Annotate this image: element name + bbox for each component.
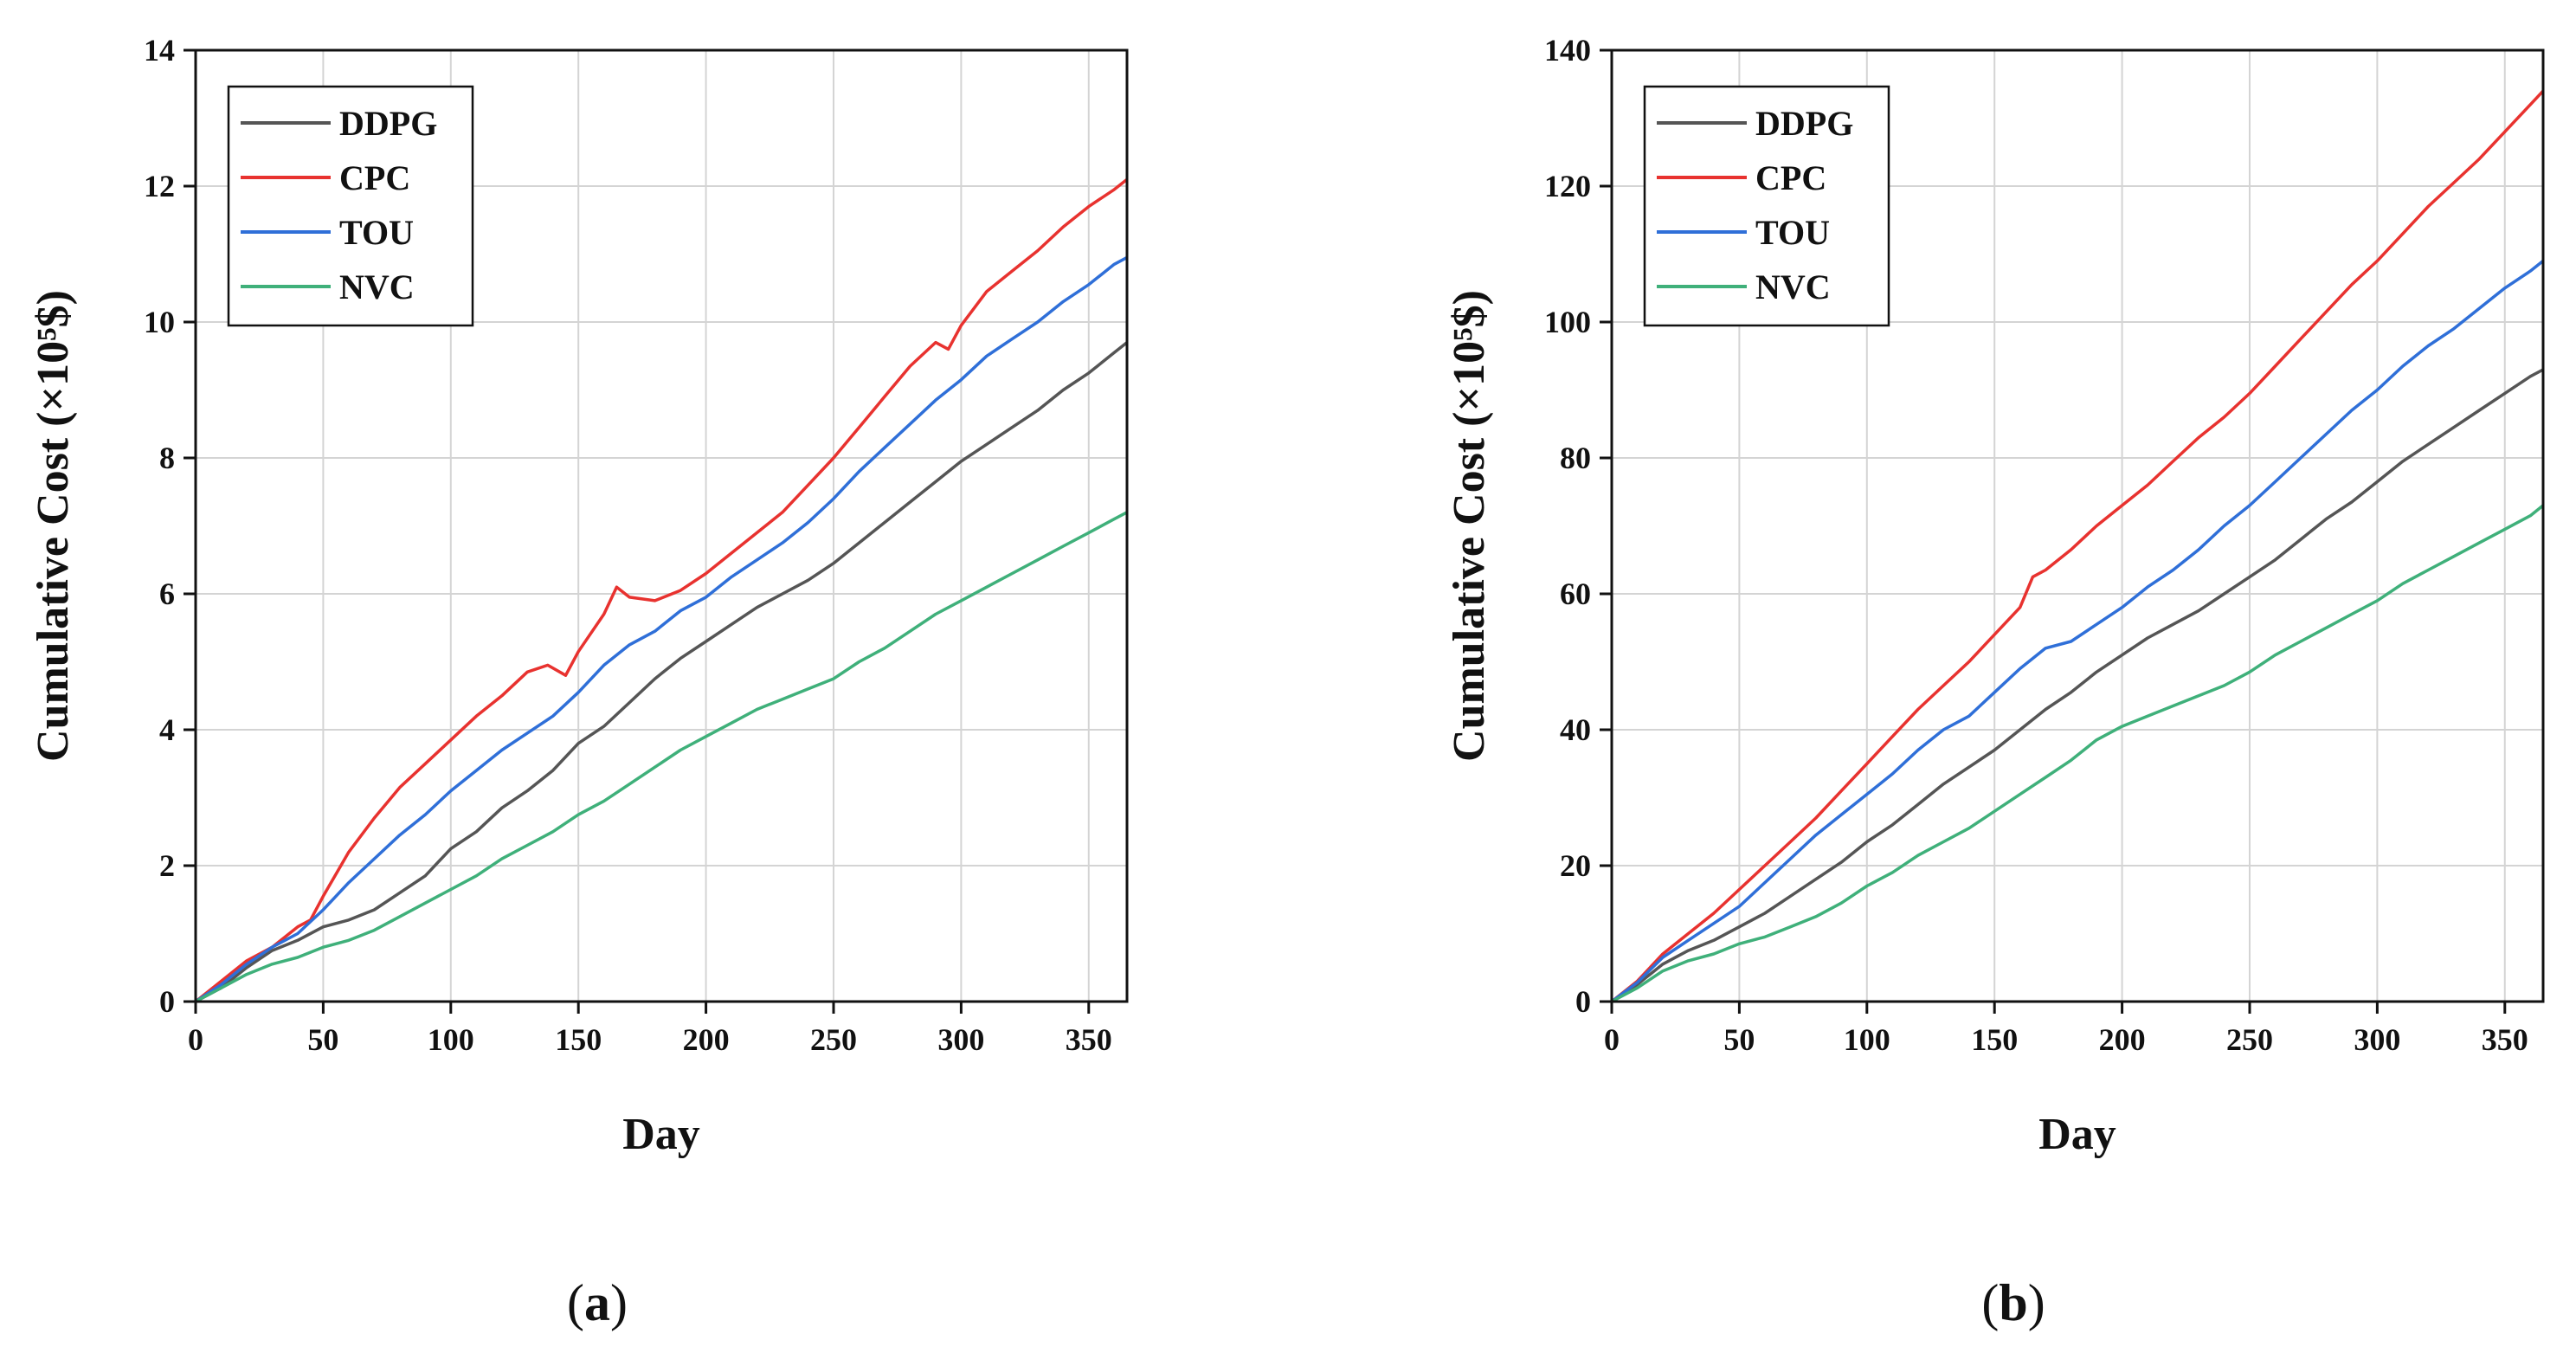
x-tick-label: 150	[555, 1022, 602, 1057]
x-axis: 0 50 100 150 200 250 300 350	[188, 1002, 1112, 1057]
series-line-tou	[1610, 260, 2545, 1003]
y-tick-label: 140	[1544, 33, 1591, 68]
panel-letter: b	[1999, 1274, 2027, 1331]
x-tick-label: 100	[1844, 1022, 1890, 1057]
y-axis-title: Cumulative Cost (×10⁵$)	[29, 290, 78, 762]
y-tick-label: 12	[144, 169, 175, 203]
legend-label-ddpg: DDPG	[1755, 104, 1853, 143]
x-tick-label: 350	[1066, 1022, 1112, 1057]
legend-label-ddpg: DDPG	[339, 104, 437, 143]
chart-panel-b: 0 50 100 150 200 250 300 350 0 20 40 60 80 100 120 140 D…	[1445, 33, 2545, 1331]
panel-letter: a	[584, 1274, 610, 1331]
panel-label: (b)	[1981, 1274, 2045, 1331]
legend: DDPG CPC TOU NVC	[227, 85, 474, 327]
series-line-nvc	[1611, 504, 2545, 1003]
x-tick-label: 350	[2482, 1022, 2528, 1057]
legend-label-cpc: CPC	[339, 158, 410, 197]
legend-label-nvc: NVC	[339, 267, 415, 306]
chart-panel-a: 0 50 100 150 200 250 300 350 0 2 4 6 8 10 12 14 Day Cumul…	[29, 33, 1129, 1331]
y-tick-label: 14	[144, 33, 175, 68]
series-line-cpc	[1610, 89, 2545, 1003]
y-tick-label: 20	[1560, 848, 1591, 883]
x-axis: 0 50 100 150 200 250 300 350	[1604, 1002, 2528, 1057]
y-tick-label: 0	[159, 984, 175, 1019]
plot-frame	[1610, 48, 2545, 1003]
y-tick-label: 60	[1560, 577, 1591, 611]
series-lines	[1610, 89, 2545, 1003]
y-tick-label: 8	[159, 441, 175, 475]
x-tick-label: 50	[307, 1022, 338, 1057]
y-axis: 0 20 40 60 80 100 120 140	[1544, 33, 1612, 1019]
legend-label-tou: TOU	[1755, 213, 1830, 252]
x-tick-label: 100	[428, 1022, 474, 1057]
y-tick-label: 40	[1560, 712, 1591, 747]
y-tick-label: 120	[1544, 169, 1591, 203]
x-tick-label: 50	[1723, 1022, 1755, 1057]
x-tick-label: 250	[2226, 1022, 2273, 1057]
y-tick-label: 80	[1560, 441, 1591, 475]
y-tick-label: 4	[159, 712, 175, 747]
series-line-cpc	[194, 177, 1129, 1003]
legend: DDPG CPC TOU NVC	[1643, 85, 1890, 327]
series-line-nvc	[195, 511, 1128, 1003]
x-tick-label: 200	[2099, 1022, 2146, 1057]
series-line-tou	[195, 255, 1128, 1003]
grid	[1612, 50, 2543, 1002]
legend-label-nvc: NVC	[1755, 267, 1831, 306]
series-line-ddpg	[195, 341, 1129, 1003]
y-tick-label: 10	[144, 305, 175, 339]
x-axis-title: Day	[2038, 1110, 2116, 1159]
y-tick-label: 100	[1544, 305, 1591, 339]
x-tick-label: 150	[1971, 1022, 2018, 1057]
y-axis-title: Cumulative Cost (×10⁵$)	[1445, 290, 1494, 762]
x-tick-label: 0	[1604, 1022, 1620, 1057]
x-axis-title: Day	[622, 1110, 700, 1159]
legend-box	[227, 85, 474, 327]
legend-label-cpc: CPC	[1755, 158, 1826, 197]
y-tick-label: 6	[159, 577, 175, 611]
series-lines	[194, 177, 1129, 1003]
x-tick-label: 300	[937, 1022, 984, 1057]
y-axis: 0 2 4 6 8 10 12 14	[144, 33, 196, 1019]
plot-frame	[194, 48, 1129, 1003]
x-tick-label: 250	[810, 1022, 857, 1057]
y-tick-label: 0	[1575, 984, 1591, 1019]
x-tick-label: 200	[683, 1022, 730, 1057]
legend-label-tou: TOU	[339, 213, 414, 252]
x-tick-label: 0	[188, 1022, 203, 1057]
y-tick-label: 2	[159, 848, 175, 883]
x-tick-label: 300	[2354, 1022, 2400, 1057]
panel-label: (a)	[567, 1274, 628, 1331]
series-line-ddpg	[1611, 368, 2544, 1003]
